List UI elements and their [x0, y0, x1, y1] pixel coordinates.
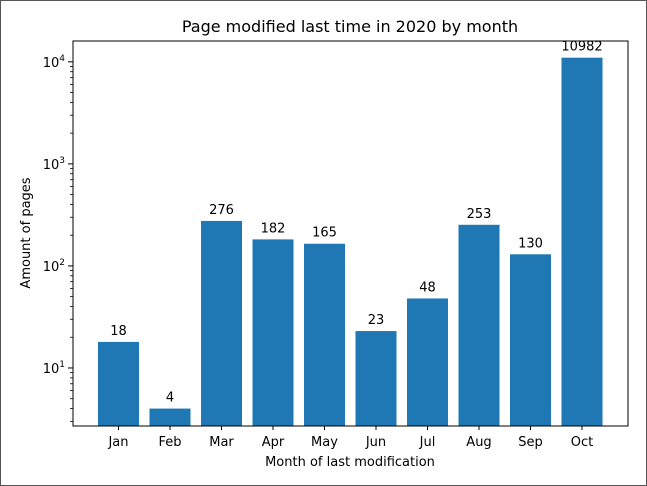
y-tick-label: 103 [43, 156, 65, 173]
x-tick-label: Aug [466, 435, 491, 450]
bar-feb [149, 408, 191, 426]
bar-value-label: 23 [368, 313, 385, 328]
bar-jan [98, 341, 139, 426]
bar-sep [510, 254, 551, 426]
x-tick-label: Feb [158, 435, 181, 450]
bar-oct [561, 57, 603, 427]
bar-value-label: 276 [209, 203, 234, 218]
x-tick-label: Jan [107, 435, 128, 450]
x-tick-label: Mar [209, 435, 234, 450]
bar-value-label: 18 [110, 324, 127, 339]
bar-value-label: 48 [419, 280, 436, 295]
bars-group [98, 57, 603, 427]
x-tick-label: Oct [571, 435, 593, 450]
bar-may [304, 243, 345, 426]
plot-area-border [72, 40, 629, 427]
bar-value-label: 4 [166, 391, 174, 406]
x-tick-label: Jun [365, 435, 386, 450]
y-axis-ticks: 101 102 103 104 [43, 54, 73, 422]
bar-aug [458, 224, 500, 426]
x-tick-label: Apr [262, 435, 285, 450]
bar-value-label: 253 [467, 207, 492, 222]
x-tick-label: Jul [419, 435, 436, 450]
bar-value-label: 130 [518, 236, 543, 251]
bar-value-label: 182 [261, 221, 286, 236]
bar-jul [407, 298, 448, 426]
y-tick-label: 101 [43, 360, 65, 377]
y-tick-label: 104 [43, 54, 66, 71]
bar-mar [201, 220, 242, 426]
bar-value-label: 165 [312, 226, 337, 241]
x-axis-ticks: Jan Feb Mar Apr May Jun Jul Aug Sep Oct [107, 426, 593, 450]
y-tick-label: 102 [43, 258, 65, 275]
y-axis-title: Amount of pages [19, 177, 34, 288]
bar-apr [252, 239, 294, 426]
x-axis-title: Month of last modification [265, 455, 435, 470]
bar-value-label: 10982 [561, 40, 602, 55]
chart-title: Page modified last time in 2020 by month [182, 17, 518, 36]
bar-labels-group: 18 4 276 182 165 23 48 253 130 10982 [110, 40, 602, 406]
bar-jun [355, 331, 397, 426]
x-tick-label: May [311, 435, 338, 450]
x-tick-label: Sep [518, 435, 543, 450]
